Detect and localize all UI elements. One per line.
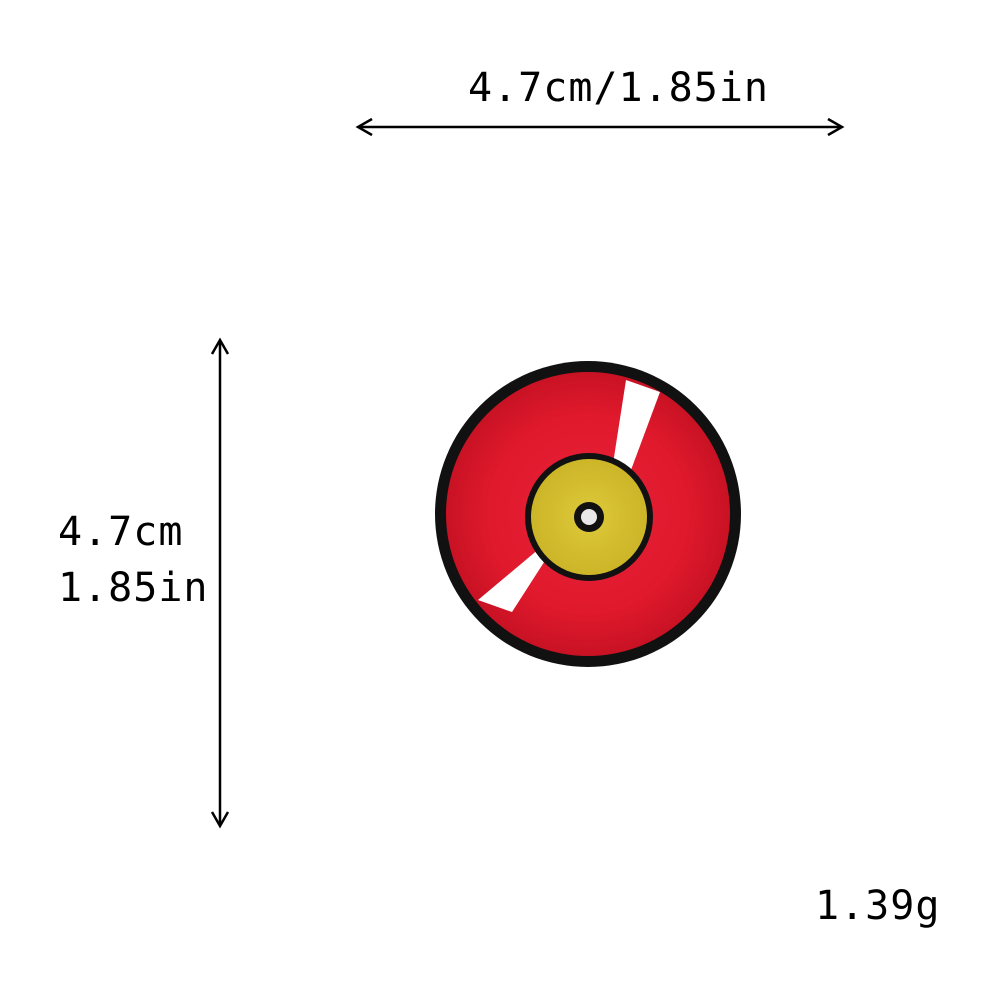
spindle-hole xyxy=(581,509,597,525)
highlight-upper xyxy=(612,380,660,478)
height-dimension-cm-label: 4.7cm xyxy=(58,509,184,555)
record-highlights xyxy=(478,380,660,612)
height-dimension-in-label: 1.85in xyxy=(58,565,209,611)
width-dimension-label: 4.7cm/1.85in xyxy=(468,65,769,111)
height-arrow xyxy=(210,337,230,829)
vinyl-record-patch-icon xyxy=(435,361,741,667)
width-arrow xyxy=(355,117,845,137)
weight-label: 1.39g xyxy=(815,883,941,929)
highlight-lower xyxy=(478,548,548,612)
